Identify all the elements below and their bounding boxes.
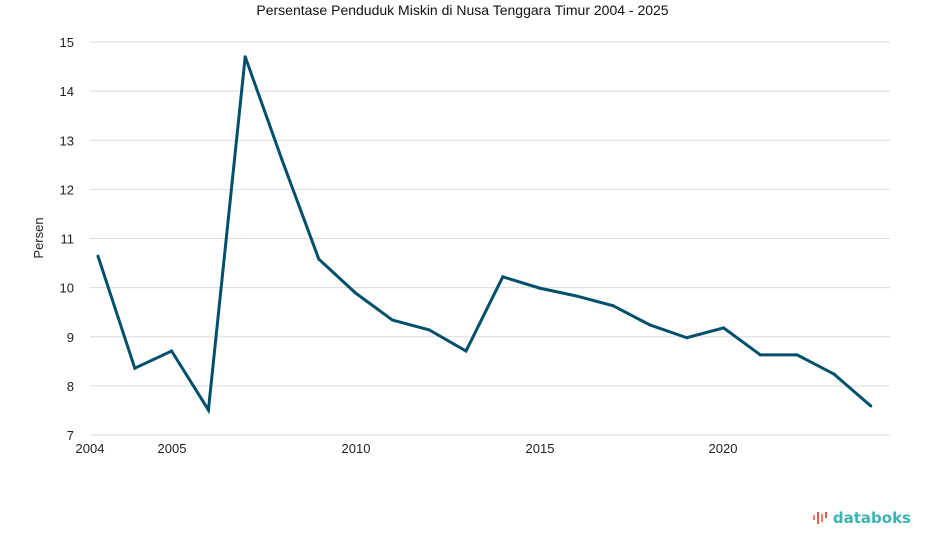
data-point [280, 158, 284, 162]
y-tick-label: 9 [67, 330, 74, 345]
data-point [390, 318, 394, 322]
y-tick-label: 15 [60, 35, 74, 50]
y-tick-label: 7 [67, 428, 74, 443]
y-tick-label: 8 [67, 379, 74, 394]
data-point [96, 254, 100, 258]
y-tick-label: 11 [61, 232, 75, 247]
data-point [464, 349, 468, 353]
y-tick-label: 14 [60, 84, 74, 99]
chart-title: Persentase Penduduk Miskin di Nusa Tengg… [256, 2, 669, 18]
x-tick-label: 2020 [709, 441, 738, 456]
data-point [538, 286, 542, 290]
data-point [317, 257, 321, 261]
data-point [648, 323, 652, 327]
series-line [96, 56, 872, 415]
logo-bars-icon [812, 512, 827, 524]
data-point [206, 408, 210, 412]
y-tick-label: 12 [60, 182, 74, 197]
y-axis-label: Persen [31, 217, 46, 258]
x-tick-label: 2005 [158, 441, 187, 456]
data-point [354, 291, 358, 295]
data-point [722, 326, 726, 330]
data-point [795, 353, 799, 357]
data-point [832, 372, 836, 376]
data-point [133, 366, 137, 370]
data-point [501, 275, 505, 279]
data-point [170, 349, 174, 353]
data-point [243, 55, 247, 59]
data-point [611, 304, 615, 308]
x-tick-label: 2015 [526, 441, 555, 456]
databoks-logo: databoks [812, 509, 911, 527]
data-point [869, 404, 873, 408]
y-tick-label: 10 [60, 281, 74, 296]
data-point [427, 328, 431, 332]
y-tick-label: 13 [60, 133, 74, 148]
data-point [758, 353, 762, 357]
x-tick-label: 2010 [342, 441, 371, 456]
x-tick-label: 2004 [76, 441, 105, 456]
data-point [574, 294, 578, 298]
data-point [685, 336, 689, 340]
logo-text: databoks [832, 509, 911, 527]
